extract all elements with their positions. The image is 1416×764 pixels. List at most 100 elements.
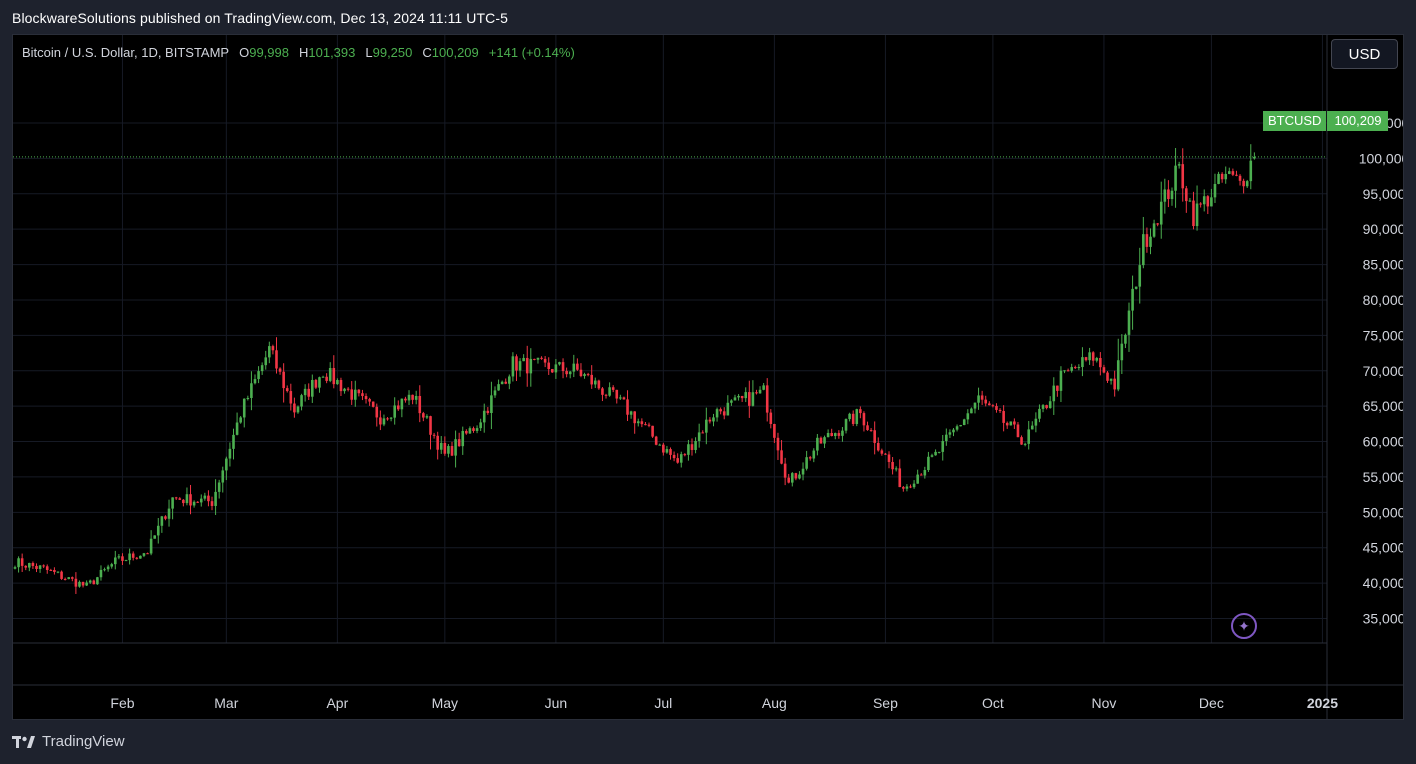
candle-body (285, 388, 289, 392)
candle-body (343, 388, 346, 392)
candle-body (31, 562, 35, 566)
candle-body (859, 409, 862, 414)
candle-body (988, 403, 991, 406)
price-chart[interactable]: 35,000 40,000 45,000 50,000 55,000 60,000 65,0… (13, 35, 1403, 719)
candle-body (275, 350, 278, 369)
candle-body (762, 385, 765, 390)
candle-body (371, 401, 375, 407)
candle-body (676, 458, 679, 463)
candle-body (984, 399, 988, 404)
candle-body (1206, 196, 1210, 207)
candle-body (970, 408, 973, 414)
sparkle-icon[interactable]: ✦ (1231, 613, 1257, 639)
candle-body (300, 395, 303, 407)
candle-body (622, 397, 626, 400)
price-tag-symbol: BTCUSD (1263, 111, 1327, 131)
candle-body (443, 442, 447, 454)
tradingview-brand[interactable]: TradingView (12, 733, 125, 750)
candle-body (156, 525, 160, 536)
candle-body (221, 470, 225, 483)
price-tick-label: 60,000 (1363, 434, 1403, 450)
candle-body (1048, 401, 1052, 409)
candle-body (1005, 422, 1009, 426)
candle-body (576, 363, 579, 370)
candle-body (1177, 164, 1181, 166)
candle-body (139, 555, 142, 559)
currency-button[interactable]: USD (1331, 39, 1398, 69)
time-tick-label: Jul (654, 695, 672, 711)
ohlc-legend: Bitcoin / U.S. Dollar, 1D, BITSTAMP O99,9… (22, 45, 575, 60)
candle-body (780, 450, 783, 464)
candle-body (422, 413, 425, 418)
price-tick-label: 40,000 (1363, 575, 1403, 591)
candle-body (346, 388, 350, 390)
candle-body (1213, 183, 1217, 198)
price-tick-label: 70,000 (1363, 363, 1403, 379)
candle-body (1231, 171, 1235, 175)
candle-body (880, 450, 884, 454)
candle-body (282, 371, 285, 389)
candle-body (633, 411, 636, 424)
candle-body (611, 387, 615, 390)
low-key: L (365, 45, 373, 60)
candle-body (379, 417, 382, 425)
candle-body (318, 377, 321, 388)
candle-body (185, 494, 189, 504)
candle-body (361, 393, 364, 397)
candle-body (1095, 358, 1099, 361)
brand-name: TradingView (42, 733, 125, 750)
candle-body (1038, 408, 1041, 419)
candle-body (945, 434, 948, 442)
time-axis: Feb Mar Apr May Jun Jul Aug Sep Oct Nov Dec 2025 (110, 695, 1338, 711)
candle-body (85, 582, 88, 586)
candle-body (955, 426, 959, 430)
candle-body (293, 403, 296, 413)
candle-body (626, 399, 629, 415)
candle-body (662, 444, 665, 453)
candle-body (257, 371, 260, 380)
candle-body (24, 565, 28, 568)
candle-body (740, 395, 744, 399)
time-tick-label: 2025 (1307, 695, 1338, 711)
candle-body (1063, 370, 1066, 372)
candle-body (558, 362, 561, 365)
price-tick-label: 45,000 (1363, 540, 1403, 556)
candle-body (794, 473, 798, 479)
candle-body (1077, 367, 1081, 369)
candle-body (124, 560, 128, 562)
candle-body (1002, 411, 1005, 423)
candle-body (1242, 180, 1245, 187)
candle-body (855, 409, 859, 424)
candle-body (13, 567, 17, 569)
candle-body (350, 389, 354, 400)
candle-body (217, 482, 221, 492)
candle-body (866, 425, 869, 431)
candle-body (1220, 173, 1224, 180)
candle-body (357, 389, 361, 394)
candle-body (1249, 160, 1253, 182)
candle-body (923, 470, 927, 476)
candle-body (547, 362, 551, 370)
candle-body (246, 397, 250, 399)
candle-body (1138, 265, 1142, 287)
candle-body (490, 395, 493, 414)
candle-body (411, 394, 414, 400)
candle-body (382, 418, 386, 425)
candle-body (812, 450, 816, 459)
candle-body (1091, 352, 1095, 361)
candle-body (805, 457, 808, 469)
candle-body (99, 569, 103, 578)
candle-body (232, 434, 235, 449)
candle-body (995, 406, 998, 410)
candle-body (253, 379, 257, 384)
candle-body (199, 498, 203, 503)
candle-body (902, 487, 905, 489)
candle-body (42, 565, 45, 567)
candle-body (572, 363, 576, 372)
candle-body (389, 417, 393, 419)
candle-body (1142, 234, 1145, 266)
candle-body (708, 419, 712, 422)
candle-body (640, 421, 644, 425)
candle-body (60, 571, 63, 579)
candle-body (414, 396, 418, 400)
